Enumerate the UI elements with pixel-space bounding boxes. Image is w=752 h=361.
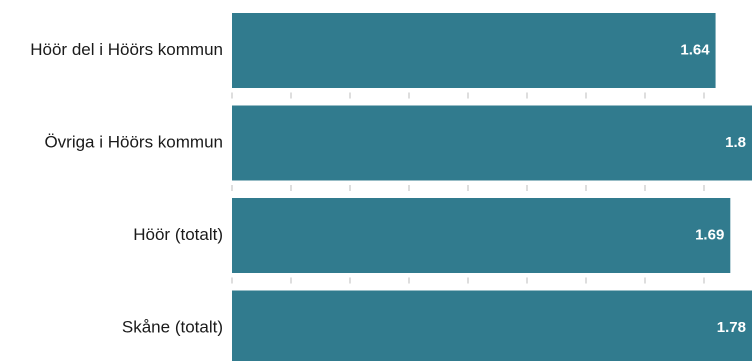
value-labels: 1.64 1.8 1.69 1.78: [680, 41, 746, 336]
bars: [232, 13, 752, 361]
value-label: 1.78: [717, 319, 746, 336]
bar: [232, 13, 716, 88]
tick-marks: [231, 92, 705, 284]
category-label: Övriga i Höörs kommun: [44, 132, 223, 151]
bar: [232, 198, 731, 273]
category-label: Höör del i Höörs kommun: [30, 40, 223, 59]
value-label: 1.64: [680, 41, 710, 58]
category-labels: Höör del i Höörs kommun Övriga i Höörs ko…: [30, 40, 223, 337]
category-label: Höör (totalt): [133, 225, 223, 244]
value-label: 1.69: [695, 226, 724, 243]
category-label: Skåne (totalt): [122, 317, 223, 336]
value-label: 1.8: [725, 134, 746, 151]
bar: [232, 105, 752, 181]
bar: [232, 290, 752, 361]
